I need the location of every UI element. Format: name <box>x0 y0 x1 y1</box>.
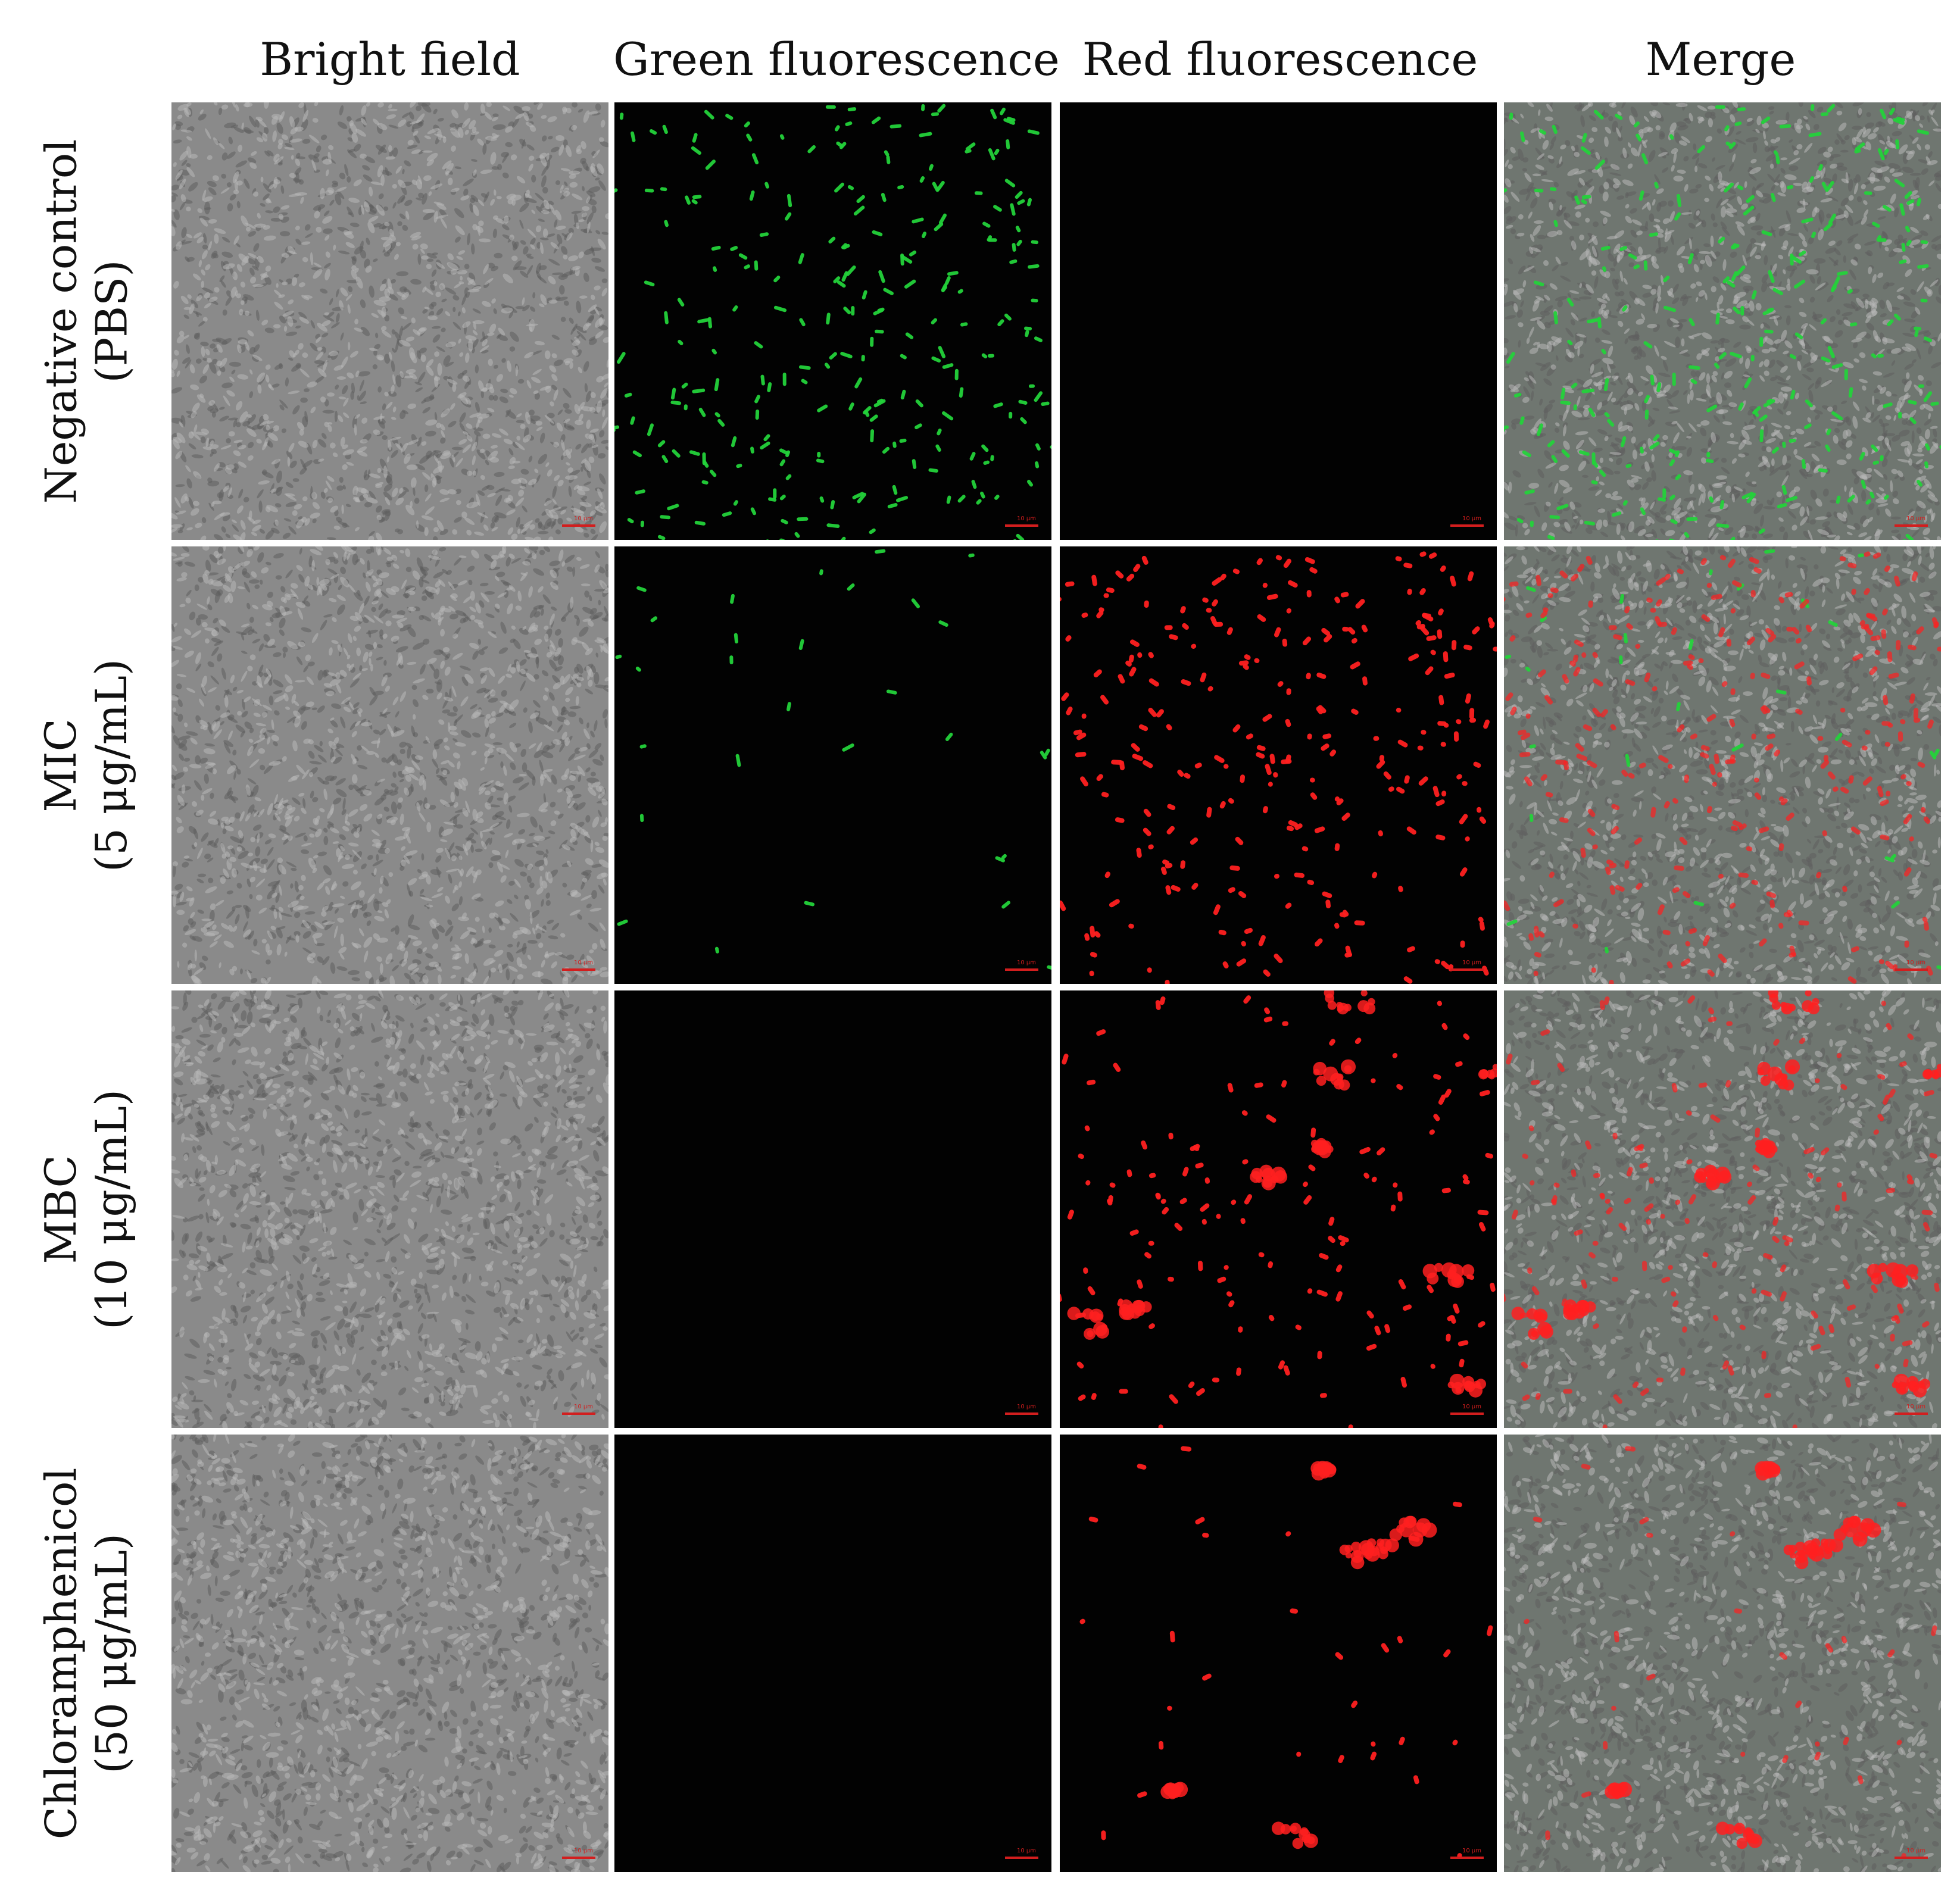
bright-field-image-row-1: 10 μm <box>171 102 608 540</box>
row-label-chloramphenicol: Chloramphenicol (50 μg/mL) <box>12 1435 161 1872</box>
scale-bar <box>562 968 595 971</box>
micrograph-texture <box>171 102 608 540</box>
micrograph-texture <box>1060 551 1497 984</box>
micrograph-texture <box>1060 990 1497 1428</box>
row-label-line2: (PBS) <box>86 260 136 383</box>
scale-bar-label: 10 μm <box>1016 515 1036 522</box>
bright-field-image-row-4: 10 μm <box>171 1435 608 1872</box>
scale-bar <box>1450 968 1484 971</box>
green-fluorescence-image-row-2: 10 μm <box>614 546 1051 984</box>
scale-bar-label: 10 μm <box>1016 960 1036 966</box>
bright-field-image-row-3: 10 μm <box>171 990 608 1428</box>
row-label-line2: (5 μg/mL) <box>86 658 137 872</box>
column-label-green-fluorescence: Green fluorescence <box>613 33 1060 86</box>
merge-image-row-3: 10 μm <box>1504 990 1941 1428</box>
scale-bar <box>1450 1857 1484 1859</box>
red-fluorescence-image-row-2: 10 μm <box>1060 546 1497 984</box>
scale-bar <box>1450 1412 1484 1415</box>
scale-bar-label: 10 μm <box>1906 1404 1925 1410</box>
scale-bar-label: 10 μm <box>1016 1848 1036 1854</box>
scale-bar <box>562 1412 595 1415</box>
green-fluorescence-image-row-1: 10 μm <box>614 102 1051 540</box>
micrograph-texture <box>1504 102 1941 540</box>
scale-bar <box>562 524 595 527</box>
column-label-bright-field: Bright field <box>260 33 520 86</box>
scale-bar <box>1895 1412 1928 1415</box>
column-label-red-fluorescence: Red fluorescence <box>1082 33 1478 86</box>
scale-bar-label: 10 μm <box>1462 960 1481 966</box>
column-label-merge: Merge <box>1645 33 1796 86</box>
scale-bar <box>1450 524 1484 527</box>
green-fluorescence-image-row-4: 10 μm <box>614 1435 1051 1872</box>
scale-bar-label: 10 μm <box>1906 515 1925 522</box>
micrograph-texture <box>614 104 1051 540</box>
row-label-line1: Chloramphenicol <box>36 1467 86 1839</box>
scale-bar-label: 10 μm <box>573 515 593 522</box>
scale-bar <box>562 1857 595 1859</box>
row-label-line2: (50 μg/mL) <box>86 1533 136 1774</box>
row-label-line1: Negative control <box>36 139 86 504</box>
row-label-line2: (10 μg/mL) <box>86 1089 137 1330</box>
green-fluorescence-image-row-3: 10 μm <box>614 990 1051 1428</box>
micrograph-texture <box>1504 990 1941 1428</box>
row-label-mic: MIC (5 μg/mL) <box>12 546 161 984</box>
scale-bar-label: 10 μm <box>1462 1404 1481 1410</box>
micrograph-texture <box>1079 1446 1493 1859</box>
row-label-line1: MBC <box>36 1154 86 1264</box>
scale-bar-label: 10 μm <box>573 960 593 966</box>
micrograph-texture <box>171 546 608 984</box>
red-fluorescence-image-row-1: 10 μm <box>1060 102 1497 540</box>
merge-image-row-1: 10 μm <box>1504 102 1941 540</box>
scale-bar <box>1005 1857 1038 1859</box>
red-fluorescence-image-row-3: 10 μm <box>1060 990 1497 1428</box>
micrograph-texture <box>1504 546 1941 984</box>
micrograph-texture <box>614 1435 1051 1872</box>
merge-image-row-4: 10 μm <box>1504 1435 1941 1872</box>
red-fluorescence-image-row-4: 10 μm <box>1060 1435 1497 1872</box>
micrograph-texture <box>1504 1435 1941 1872</box>
bright-field-image-row-2: 10 μm <box>171 546 608 984</box>
scale-bar-label: 10 μm <box>1016 1404 1036 1410</box>
scale-bar-label: 10 μm <box>1462 1848 1481 1854</box>
scale-bar <box>1005 524 1038 527</box>
row-label-mbc: MBC (10 μg/mL) <box>12 990 161 1428</box>
scale-bar <box>1895 1857 1928 1859</box>
merge-image-row-2: 10 μm <box>1504 546 1941 984</box>
micrograph-texture <box>614 990 1051 1428</box>
scale-bar-label: 10 μm <box>1906 1848 1925 1854</box>
scale-bar-label: 10 μm <box>1462 515 1481 522</box>
micrograph-texture <box>615 549 1051 970</box>
scale-bar <box>1005 968 1038 971</box>
row-label-negative-control: Negative control (PBS) <box>12 102 161 540</box>
micrograph-texture <box>171 1435 608 1872</box>
micrograph-texture <box>1060 102 1497 540</box>
scale-bar-label: 10 μm <box>573 1848 593 1854</box>
scale-bar <box>1895 524 1928 527</box>
row-label-line1: MIC <box>36 718 86 812</box>
scale-bar-label: 10 μm <box>573 1404 593 1410</box>
micrograph-texture <box>171 990 608 1428</box>
scale-bar-label: 10 μm <box>1906 960 1925 966</box>
scale-bar <box>1005 1412 1038 1415</box>
scale-bar <box>1895 968 1928 971</box>
